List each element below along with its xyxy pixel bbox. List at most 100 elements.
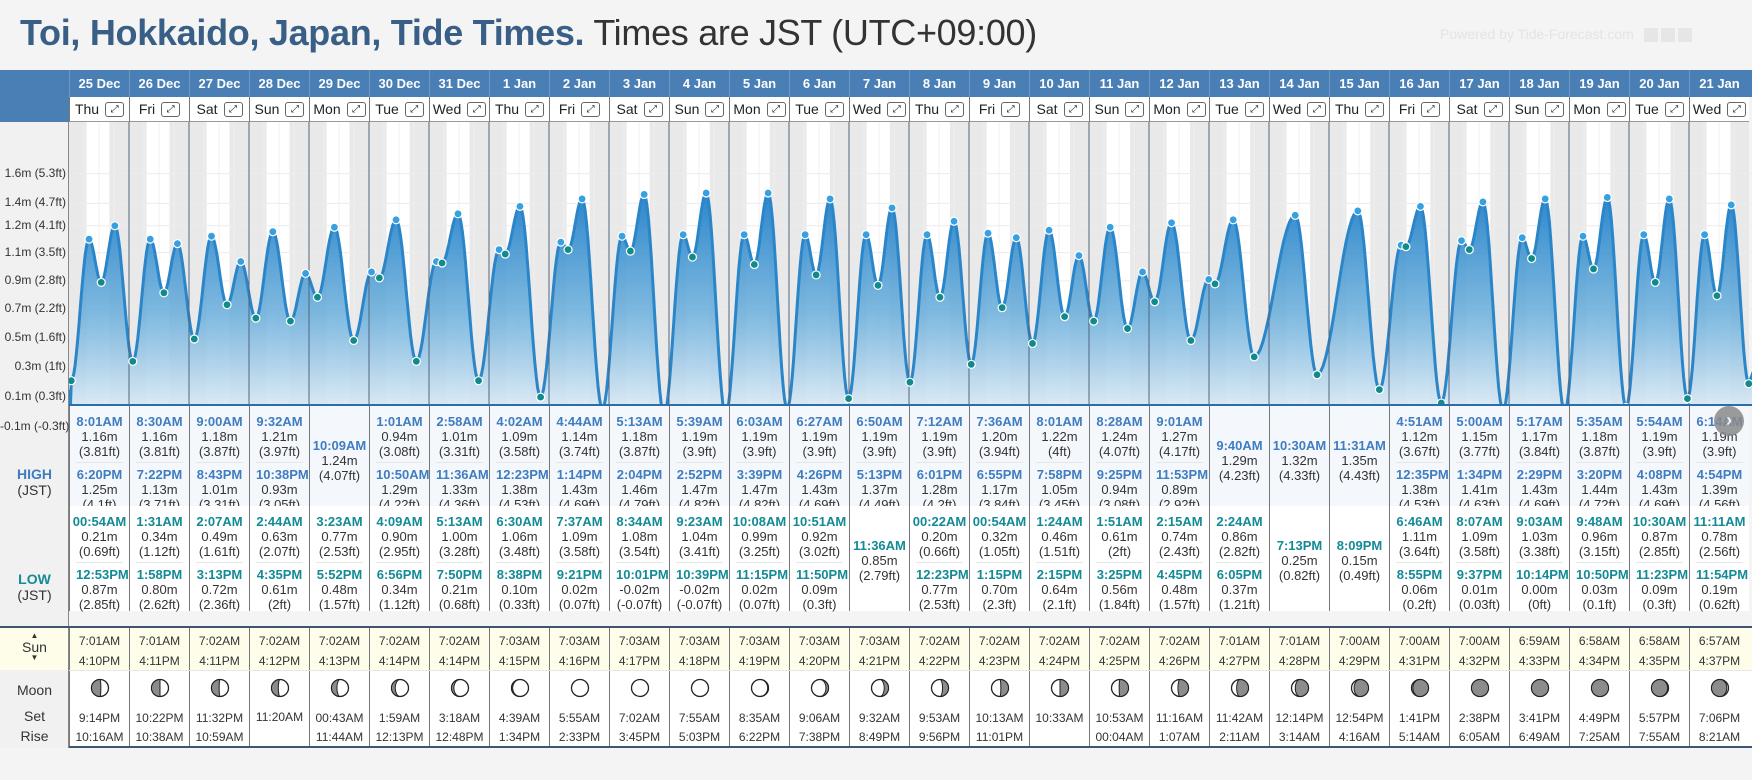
moon-phase-icon: [90, 678, 109, 698]
expand-icon[interactable]: ⤢: [1186, 101, 1206, 117]
expand-icon[interactable]: ⤢: [1125, 101, 1145, 117]
tide-height-ft: (2.56ft): [1698, 544, 1741, 559]
low-tide-point: [1650, 277, 1660, 287]
day-column: 4 Jan Sun ⤢: [669, 70, 729, 750]
expand-icon[interactable]: ⤢: [1365, 101, 1385, 117]
high-tide-point: [763, 188, 773, 198]
expand-icon[interactable]: ⤢: [525, 101, 545, 117]
scroll-right-button[interactable]: ›: [1714, 406, 1744, 436]
tide-time: 2:15AM: [1156, 514, 1203, 529]
moon-cell: 12:14PM 3:14AM: [1269, 671, 1329, 746]
moon-cell: 7:55AM 5:03PM: [669, 671, 729, 746]
high-tides: 10:09AM 1.24m (4.07ft): [309, 406, 369, 506]
low-tides: 11:11AM 0.78m (2.56ft) 11:54PM 0.19m (0.…: [1689, 506, 1749, 612]
tide-entry: 1:31AM 0.34m (1.12ft): [130, 514, 189, 559]
high-tide-point: [1664, 194, 1674, 204]
moonrise-time: 4:16AM: [1338, 730, 1381, 744]
tide-entry: 7:37AM 1.09m (3.58ft): [550, 514, 609, 559]
tide-height-ft: (3.9ft): [682, 444, 717, 459]
moon-phase-icon: [450, 678, 469, 698]
expand-icon[interactable]: ⤢: [404, 101, 424, 117]
tide-time: 9:48AM: [1576, 514, 1623, 529]
expand-icon[interactable]: ⤢: [705, 101, 725, 117]
sunrise-arrow-icon: ▲: [30, 631, 39, 640]
expand-icon[interactable]: ⤢: [1244, 101, 1264, 117]
tide-forecast-logo-icons: [1643, 28, 1692, 43]
tide-entry: 1:34PM 1.41m (4.63ft): [1456, 462, 1503, 512]
low-tides: 5:13AM 1.00m (3.28ft) 7:50PM 0.21m (0.68…: [429, 506, 489, 612]
expand-icon[interactable]: ⤢: [467, 101, 487, 117]
tide-entry: 5:54AM 1.19m (3.9ft): [1630, 414, 1689, 459]
high-tide-point: [639, 189, 649, 200]
day-date: 10 Jan: [1029, 70, 1089, 97]
tide-height-m: 1.09m: [501, 429, 538, 444]
moonrise-time: 11:20AM: [255, 710, 304, 724]
expand-icon[interactable]: ⤢: [1545, 101, 1565, 117]
tide-height-m: 1.46m: [621, 482, 658, 497]
expand-icon[interactable]: ⤢: [1606, 101, 1626, 117]
expand-icon[interactable]: ⤢: [1483, 101, 1503, 117]
powered-by-watermark: Powered by Tide-Forecast.com: [1440, 26, 1692, 43]
day-date: 17 Jan: [1449, 70, 1509, 97]
tide-time: 4:54PM: [1696, 467, 1743, 482]
tide-height-m: 1.47m: [681, 482, 718, 497]
expand-icon[interactable]: ⤢: [346, 101, 366, 117]
tide-height-m: 1.19m: [1641, 429, 1678, 444]
tide-time: 1:01AM: [376, 414, 423, 429]
tide-height-ft: (4ft): [1047, 444, 1072, 459]
tide-height-ft: (3.87ft): [618, 444, 661, 459]
tide-height-ft: (0.1ft): [1582, 597, 1617, 612]
tide-time: 9:40AM: [1216, 438, 1263, 453]
expand-icon[interactable]: ⤢: [223, 101, 243, 117]
expand-icon[interactable]: ⤢: [285, 101, 305, 117]
expand-icon[interactable]: ⤢: [105, 101, 125, 117]
moonset-time: 10:13AM: [975, 711, 1024, 725]
tide-entry: 3:23AM 0.77m (2.53ft): [310, 514, 369, 559]
expand-icon[interactable]: ⤢: [1421, 101, 1441, 117]
moon-cell: 2:38PM 6:05AM: [1449, 671, 1509, 746]
expand-icon[interactable]: ⤢: [766, 101, 786, 117]
moon-cell: 5:57PM 7:55AM: [1629, 671, 1689, 746]
expand-icon[interactable]: ⤢: [945, 101, 965, 117]
expand-icon[interactable]: ⤢: [1001, 101, 1021, 117]
tide-entry: 7:22PM 1.13m (3.71ft): [136, 462, 183, 512]
tide-height-ft: (3.84ft): [1518, 444, 1561, 459]
sunset-time: 4:33PM: [1518, 654, 1561, 668]
tide-entry: 8:55PM 0.06m (0.2ft): [1396, 562, 1443, 612]
expand-icon[interactable]: ⤢: [1063, 101, 1083, 117]
low-tide-point: [935, 292, 945, 302]
day-column: 16 Jan Fri ⤢: [1389, 70, 1449, 750]
tide-time: 9:25PM: [1096, 467, 1143, 482]
tide-height-m: 1.18m: [621, 429, 658, 444]
day-weekday: Sun: [254, 101, 280, 117]
y-axis-tick-label: 1.6m (5.3ft): [4, 165, 66, 180]
expand-icon[interactable]: ⤢: [161, 101, 181, 117]
expand-icon[interactable]: ⤢: [887, 101, 907, 117]
low-label: LOW: [18, 571, 51, 587]
low-tide-point: [189, 334, 199, 344]
tide-height-m: 0.25m: [1281, 553, 1318, 568]
expand-icon[interactable]: ⤢: [581, 101, 601, 117]
tide-entry: 8:34AM 1.08m (3.54ft): [610, 514, 669, 559]
tide-entry: 3:25PM 0.56m (1.84ft): [1096, 562, 1143, 612]
day-weekday: Wed: [1272, 101, 1302, 117]
tide-height-m: 1.35m: [1341, 453, 1378, 468]
expand-icon[interactable]: ⤢: [824, 101, 844, 117]
expand-icon[interactable]: ⤢: [1664, 101, 1684, 117]
tide-height-m: 1.00m: [441, 529, 478, 544]
day-weekday: Sat: [1036, 101, 1058, 117]
tide-height-ft: (2.3ft): [982, 597, 1017, 612]
tide-height-m: 0.34m: [141, 529, 178, 544]
tide-height-ft: (2.62ft): [138, 597, 181, 612]
sun-label-cell: [0, 628, 69, 670]
sunset-time: 4:31PM: [1398, 654, 1441, 668]
tide-time: 12:23PM: [496, 467, 549, 482]
expand-icon[interactable]: ⤢: [643, 101, 663, 117]
sunrise-time: 7:02AM: [378, 634, 421, 648]
sun-times-cell: 7:00AM 4:29PM: [1329, 628, 1389, 670]
tide-height-ft: (3.58ft): [498, 444, 541, 459]
tide-entry: 1:15PM 0.70m (2.3ft): [976, 562, 1023, 612]
sunrise-time: 7:02AM: [438, 634, 481, 648]
expand-icon[interactable]: ⤢: [1307, 101, 1327, 117]
expand-icon[interactable]: ⤢: [1727, 101, 1747, 117]
